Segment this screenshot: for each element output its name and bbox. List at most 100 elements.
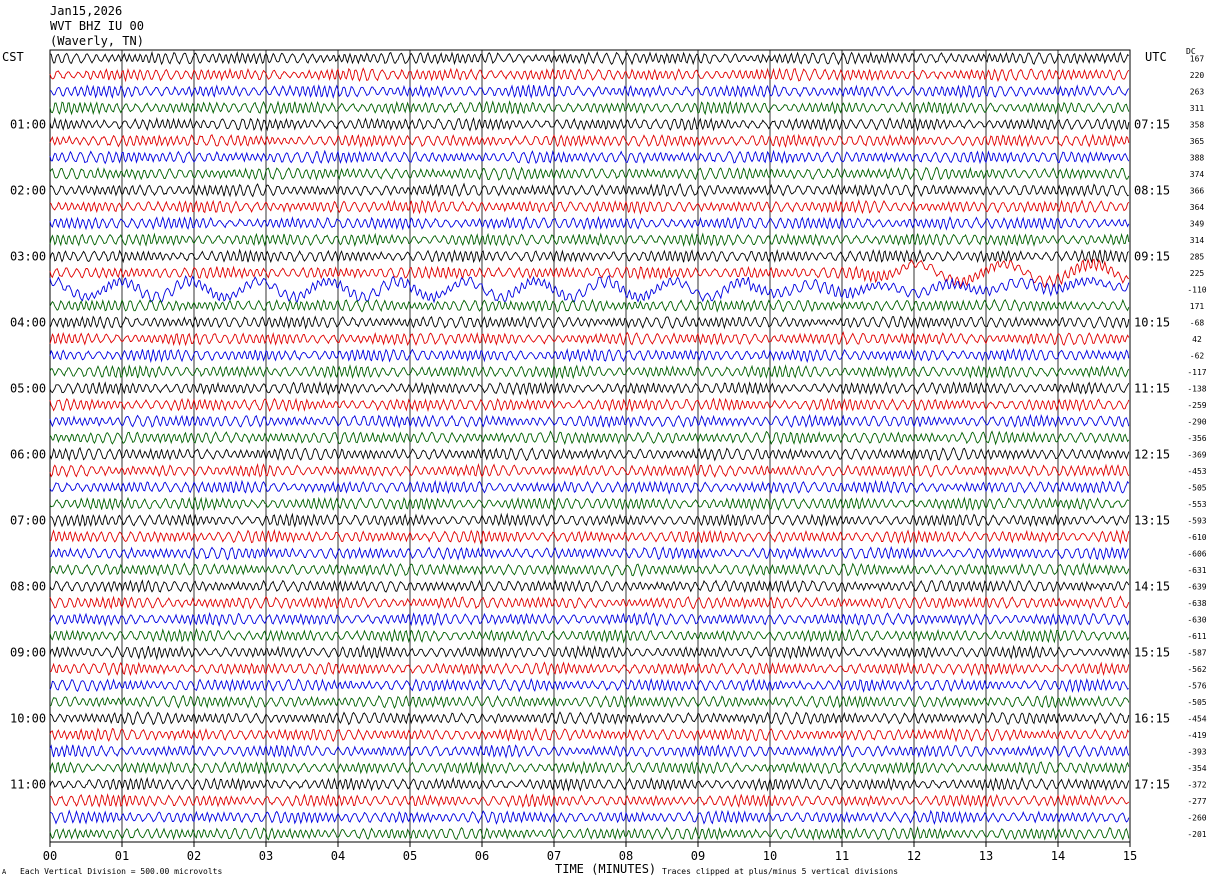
left-hour-label: 02:00 bbox=[10, 183, 46, 197]
left-hour-label: 04:00 bbox=[10, 315, 46, 329]
x-axis-title: TIME (MINUTES) bbox=[555, 862, 657, 876]
left-hour-label: 09:00 bbox=[10, 645, 46, 659]
dc-offset-label: -453 bbox=[1187, 467, 1206, 476]
left-hour-label: 06:00 bbox=[10, 447, 46, 461]
dc-offset-label: -639 bbox=[1187, 582, 1206, 591]
x-tick-label: 12 bbox=[907, 849, 921, 863]
trace-line bbox=[49, 727, 1130, 743]
trace-line bbox=[49, 116, 1130, 132]
trace-line bbox=[49, 257, 1130, 289]
right-hour-label: 14:15 bbox=[1134, 579, 1170, 593]
x-tick-label: 06 bbox=[475, 849, 489, 863]
dc-offset-label: -277 bbox=[1187, 797, 1206, 806]
trace-line bbox=[49, 397, 1130, 413]
trace-line bbox=[49, 199, 1130, 215]
right-hour-label: 09:15 bbox=[1134, 249, 1170, 263]
trace-line bbox=[49, 298, 1130, 313]
dc-offset-label: -372 bbox=[1187, 780, 1206, 789]
dc-offset-label: -610 bbox=[1187, 533, 1206, 542]
right-hour-label: 07:15 bbox=[1134, 117, 1170, 131]
trace-line bbox=[49, 479, 1130, 495]
dc-offset-label: 374 bbox=[1190, 170, 1205, 179]
dc-offset-label: 263 bbox=[1190, 87, 1205, 96]
dc-offset-label: -201 bbox=[1187, 830, 1206, 839]
trace-line bbox=[49, 710, 1130, 726]
dc-offset-label: -419 bbox=[1187, 731, 1206, 740]
right-hour-label: 08:15 bbox=[1134, 183, 1170, 197]
corner-mark: A bbox=[2, 868, 7, 876]
right-hour-label: 11:15 bbox=[1134, 381, 1170, 395]
x-tick-label: 15 bbox=[1123, 849, 1137, 863]
dc-offset-label: 349 bbox=[1190, 219, 1205, 228]
dc-offset-label: -117 bbox=[1187, 368, 1206, 377]
trace-line bbox=[49, 661, 1130, 677]
trace-line bbox=[49, 579, 1130, 593]
time-grid bbox=[49, 49, 1131, 847]
trace-line bbox=[49, 512, 1130, 528]
dc-offset-label: -259 bbox=[1187, 401, 1206, 410]
dc-offset-label: 311 bbox=[1190, 104, 1205, 113]
trace-line bbox=[50, 793, 1130, 808]
dc-offset-label: -606 bbox=[1187, 549, 1206, 558]
vertical-division-note: Each Vertical Division = 500.00 microvol… bbox=[20, 867, 223, 876]
trace-line bbox=[49, 809, 1130, 825]
dc-offset-label: -260 bbox=[1187, 813, 1206, 822]
dc-offset-label: 285 bbox=[1190, 252, 1205, 261]
trace-line bbox=[49, 562, 1130, 578]
dc-column-label: DC bbox=[1186, 47, 1196, 56]
trace-line bbox=[49, 67, 1130, 83]
dc-offset-label: -356 bbox=[1187, 434, 1206, 443]
trace-line bbox=[49, 528, 1130, 545]
trace-line bbox=[49, 496, 1130, 512]
trace-line bbox=[49, 84, 1130, 99]
dc-offset-label: -354 bbox=[1187, 764, 1206, 773]
dc-offset-label: 314 bbox=[1190, 236, 1205, 245]
trace-line bbox=[49, 744, 1130, 759]
trace-line bbox=[49, 413, 1130, 429]
dc-offset-label: -454 bbox=[1187, 714, 1206, 723]
dc-offset-label: 167 bbox=[1190, 54, 1205, 63]
dc-offset-label: -290 bbox=[1187, 417, 1206, 426]
left-hour-label: 11:00 bbox=[10, 777, 46, 791]
dc-offset-label: 388 bbox=[1190, 153, 1205, 162]
dc-offset-label: -505 bbox=[1187, 698, 1206, 707]
trace-line bbox=[49, 430, 1130, 446]
trace-line bbox=[49, 232, 1130, 248]
trace-line bbox=[49, 380, 1130, 396]
trace-line bbox=[49, 595, 1130, 610]
trace-line bbox=[49, 315, 1130, 330]
trace-line bbox=[49, 166, 1130, 181]
dc-offset-label: -68 bbox=[1190, 318, 1205, 327]
trace-line bbox=[49, 677, 1130, 693]
trace-line bbox=[49, 364, 1130, 380]
dc-offset-label: -393 bbox=[1187, 747, 1206, 756]
dc-offset-label: -505 bbox=[1187, 483, 1206, 492]
left-timezone-label: CST bbox=[2, 50, 24, 64]
left-hour-label: 08:00 bbox=[10, 579, 46, 593]
header-date: Jan15,2026 bbox=[50, 4, 123, 18]
right-timezone-label: UTC bbox=[1145, 50, 1167, 64]
x-tick-label: 01 bbox=[115, 849, 129, 863]
trace-line bbox=[49, 694, 1130, 709]
axis-labels: 00 01 02 03 04 05 06 07 08 09 10 11 12 13 14 15 167 220 26… bbox=[10, 54, 1207, 863]
x-tick-label: 08 bbox=[619, 849, 633, 863]
dc-offset-label: -630 bbox=[1187, 615, 1206, 624]
left-hour-label: 01:00 bbox=[10, 117, 46, 131]
trace-line bbox=[49, 133, 1130, 149]
x-tick-label: 11 bbox=[835, 849, 849, 863]
dc-offset-label: -576 bbox=[1187, 681, 1206, 690]
dc-offset-label: 365 bbox=[1190, 137, 1205, 146]
dc-offset-label: 220 bbox=[1190, 71, 1205, 80]
trace-line bbox=[49, 825, 1130, 841]
dc-offset-label: -587 bbox=[1187, 648, 1206, 657]
x-tick-label: 10 bbox=[763, 849, 777, 863]
x-tick-label: 13 bbox=[979, 849, 993, 863]
right-hour-label: 17:15 bbox=[1134, 777, 1170, 791]
x-tick-label: 14 bbox=[1051, 849, 1065, 863]
x-tick-label: 07 bbox=[547, 849, 561, 863]
dc-offset-label: -593 bbox=[1187, 516, 1206, 525]
left-hour-label: 03:00 bbox=[10, 249, 46, 263]
right-hour-label: 15:15 bbox=[1134, 645, 1170, 659]
x-tick-label: 02 bbox=[187, 849, 201, 863]
